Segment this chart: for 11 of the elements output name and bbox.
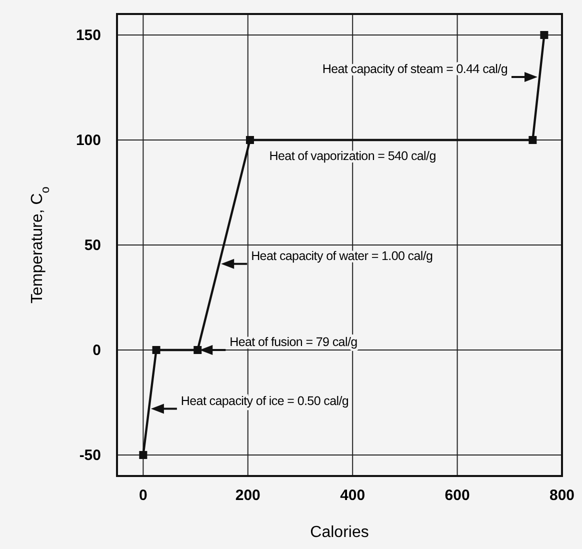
y-tick-label: 0 [92,342,101,359]
x-axis-title: Calories [310,524,369,541]
y-tick-label: 150 [76,27,101,44]
y-tick-label: 50 [84,237,101,254]
x-tick-label: 800 [549,487,575,504]
x-tick-label: 400 [340,487,366,504]
x-tick-label: 200 [235,487,260,504]
x-tick-label: 0 [139,487,148,504]
y-tick-label: -50 [79,447,101,464]
x-tick-label: 600 [444,487,470,504]
y-tick-label: 100 [76,132,101,149]
